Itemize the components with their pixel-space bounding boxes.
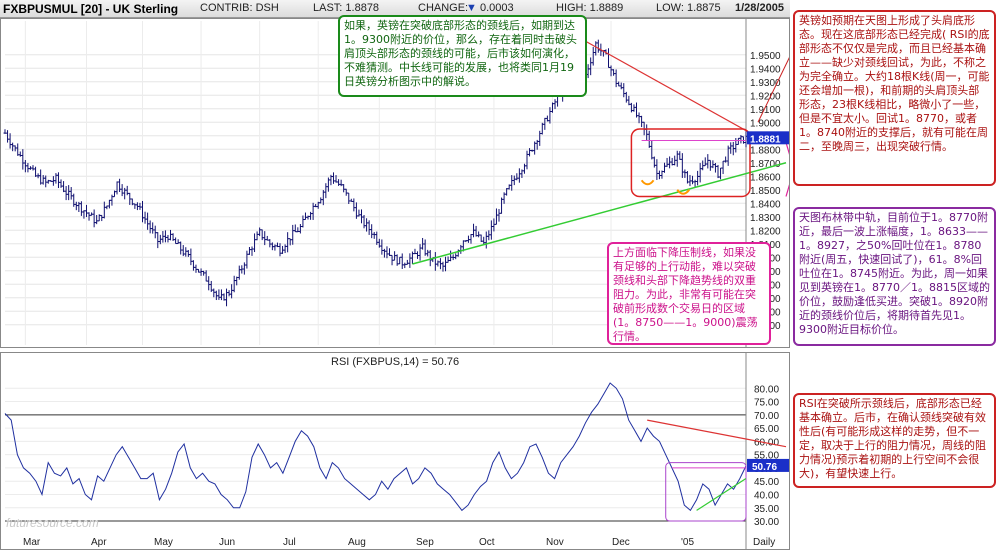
rsi-tick-label: 40.00 xyxy=(754,490,779,501)
shoulder-marker xyxy=(640,179,655,186)
pattern-box xyxy=(630,128,751,198)
downtrend-line xyxy=(585,40,749,133)
x-tick-label: Oct xyxy=(479,537,495,548)
chart-header: FXBPUSMUL [20] - UK Sterling CONTRIB: DS… xyxy=(0,0,790,18)
callout-line xyxy=(757,47,795,123)
price-tick-label: 1.8600 xyxy=(750,172,781,183)
note-red-bottom: RSI在突破所示颈线后，底部形态已经基本确立。后市，在确认颈线突破有效性后(有可… xyxy=(793,393,996,488)
contrib-label: CONTRIB: DSH xyxy=(200,2,279,14)
rsi-tick-label: 80.00 xyxy=(754,384,779,395)
change-value: 0.0003 xyxy=(480,2,514,14)
price-tick-label: 1.8300 xyxy=(750,213,781,224)
price-tick-label: 1.8400 xyxy=(750,199,781,210)
rsi-last-tag xyxy=(747,458,789,472)
rsi-tick-label: 75.00 xyxy=(754,398,779,409)
note-red-top: 英镑如预期在天图上形成了头肩底形态。现在这底部形态已经完成( RSI的底部形态不… xyxy=(793,10,996,186)
rsi-title: RSI (FXBPUS,14) = 50.76 xyxy=(331,356,459,368)
x-tick-label: Sep xyxy=(416,537,434,548)
note-green: 如果，英镑在突破底部形态的颈线后，如期到达1。9300附近的价位，那么，存在着同… xyxy=(338,15,587,97)
rsi-tick-label: 70.00 xyxy=(754,411,779,422)
note-pink: 上方面临下降压制线，如果没有足够的上行动能，难以突破颈线和头部下降趋势线的双重阻… xyxy=(607,242,771,345)
price-tick-label: 1.9200 xyxy=(750,91,781,102)
x-tick-label: Mar xyxy=(23,537,41,548)
price-tick-label: 1.9500 xyxy=(750,51,781,62)
high-label: HIGH: 1.8889 xyxy=(556,2,624,14)
rsi-tick-label: 55.00 xyxy=(754,451,779,462)
price-tick-label: 1.9300 xyxy=(750,78,781,89)
rsi-panel: RSI (FXBPUS,14) = 50.76 30.00 35.00 40.00 45… xyxy=(0,352,790,550)
rsi-chart: RSI (FXBPUS,14) = 50.76 30.00 35.00 40.00 45… xyxy=(4,353,789,549)
x-tick-label: Aug xyxy=(348,537,366,548)
uptrend-line xyxy=(412,162,787,265)
x-tick-label: May xyxy=(154,537,173,548)
rsi-tick-label: 35.00 xyxy=(754,504,779,515)
rsi-tick-label: 45.00 xyxy=(754,477,779,488)
price-tick-label: 1.9000 xyxy=(750,118,781,129)
rsi-last-label: 50.76 xyxy=(752,462,777,473)
x-tick-label: Daily xyxy=(753,537,775,548)
head-marker xyxy=(676,189,691,195)
price-tick-label: 1.8800 xyxy=(750,145,781,156)
x-tick-label: Jun xyxy=(219,537,235,548)
pointer-line xyxy=(785,142,795,170)
x-tick-label: Jul xyxy=(283,537,296,548)
rsi-downtrend xyxy=(647,419,787,448)
last-label: LAST: 1.8878 xyxy=(313,2,380,14)
rsi-pattern-box xyxy=(665,462,747,522)
watermark: futuresource.com xyxy=(6,516,99,530)
note-purple: 天图布林带中轨，目前位于1。8770附近，最后一波上涨幅度，1。8633——1。… xyxy=(793,207,996,346)
x-tick-label: Apr xyxy=(91,537,107,548)
rsi-tick-label: 65.00 xyxy=(754,424,779,435)
change-down-icon: ▼ xyxy=(466,2,477,14)
rsi-tick-label: 30.00 xyxy=(754,517,779,528)
price-tick-label: 1.9400 xyxy=(750,64,781,75)
price-tick-label: 1.8200 xyxy=(750,226,781,237)
low-label: LOW: 1.8875 xyxy=(656,2,721,14)
pointer-line xyxy=(785,169,795,197)
x-tick-label: Nov xyxy=(546,537,564,548)
last-price-label: 1.8881 xyxy=(750,134,781,145)
change-label: CHANGE: xyxy=(418,2,469,14)
last-price-tag xyxy=(747,131,789,145)
rsi-line xyxy=(4,382,747,512)
x-tick-label: Dec xyxy=(612,537,630,548)
price-tick-label: 1.8700 xyxy=(750,159,781,170)
rsi-uptrend xyxy=(696,478,747,511)
price-tick-label: 1.8500 xyxy=(750,186,781,197)
date-label: 1/28/2005 xyxy=(735,2,784,14)
symbol-title: FXBPUSMUL [20] - UK Sterling xyxy=(3,2,179,16)
x-tick-label: '05 xyxy=(681,537,694,548)
price-tick-label: 1.9100 xyxy=(750,105,781,116)
